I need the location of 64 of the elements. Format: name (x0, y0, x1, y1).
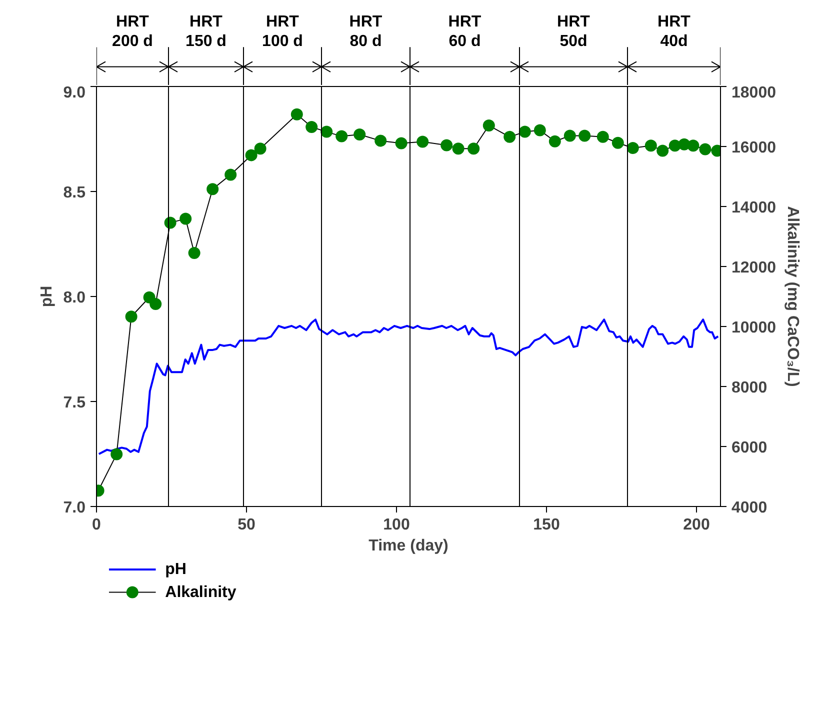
y-tick-label: 9.0 (63, 84, 86, 102)
y-tick-label: 7.5 (63, 394, 86, 412)
point (440, 139, 453, 152)
text: HRT 150 d (186, 13, 226, 50)
text: HRT 80 d (349, 13, 382, 50)
y2-tick-label: 6000 (732, 440, 768, 456)
point (395, 137, 408, 150)
text: HRT 50d (557, 13, 590, 50)
point (518, 126, 531, 138)
point (354, 128, 366, 140)
point (290, 108, 303, 120)
x-tick-label: 100 (383, 516, 410, 534)
point (534, 124, 546, 136)
y-axis-title: pH (38, 286, 56, 308)
text: HRT 200 d (112, 13, 153, 50)
point (320, 126, 333, 138)
y-tick-label: 8.5 (63, 184, 86, 202)
text: HRT 40d (658, 13, 691, 50)
point (416, 136, 429, 148)
point (336, 130, 348, 142)
point (245, 149, 258, 162)
point (578, 130, 591, 142)
point (452, 142, 464, 155)
point (699, 143, 712, 156)
y2-tick-label: 16000 (732, 140, 776, 156)
point (374, 134, 387, 147)
point (504, 130, 516, 143)
y2-axis-title: Alkalinity (mg CaCO₃/L) (784, 206, 801, 387)
legend-label: Alkalinity (165, 584, 236, 601)
point (596, 130, 609, 143)
point (110, 448, 123, 460)
point (687, 140, 700, 152)
y2-tick-label: 4000 (732, 500, 768, 516)
y-tick-label: 7.0 (63, 500, 86, 516)
point (206, 183, 219, 196)
point (644, 140, 657, 152)
point (224, 168, 237, 181)
point (468, 142, 480, 155)
point (254, 142, 266, 155)
y2-tick-label: 14000 (732, 200, 776, 216)
point (180, 212, 192, 225)
y2-tick-label: 8000 (732, 380, 768, 396)
y2-tick-label: 12000 (732, 260, 776, 276)
point (150, 298, 162, 310)
x-tick-label: 50 (238, 516, 256, 534)
legend-label: pH (165, 561, 186, 578)
y2-tick-label: 10000 (732, 320, 776, 336)
text: HRT 100 d (262, 13, 303, 50)
text: HRT 60 d (448, 13, 482, 50)
point (125, 310, 138, 323)
point (306, 121, 318, 133)
point (612, 136, 624, 149)
x-tick-label: 200 (683, 516, 710, 534)
x-tick-label: 0 (92, 516, 102, 534)
point (188, 247, 200, 259)
x-axis-title: Time (day) (368, 538, 448, 554)
point (656, 144, 669, 157)
y2-tick-label: 18000 (732, 84, 776, 102)
point (564, 130, 576, 142)
x-tick-label: 150 (533, 516, 560, 534)
point (626, 142, 639, 154)
point (548, 135, 561, 148)
point (482, 120, 495, 132)
y-tick-label: 8.0 (63, 290, 86, 306)
